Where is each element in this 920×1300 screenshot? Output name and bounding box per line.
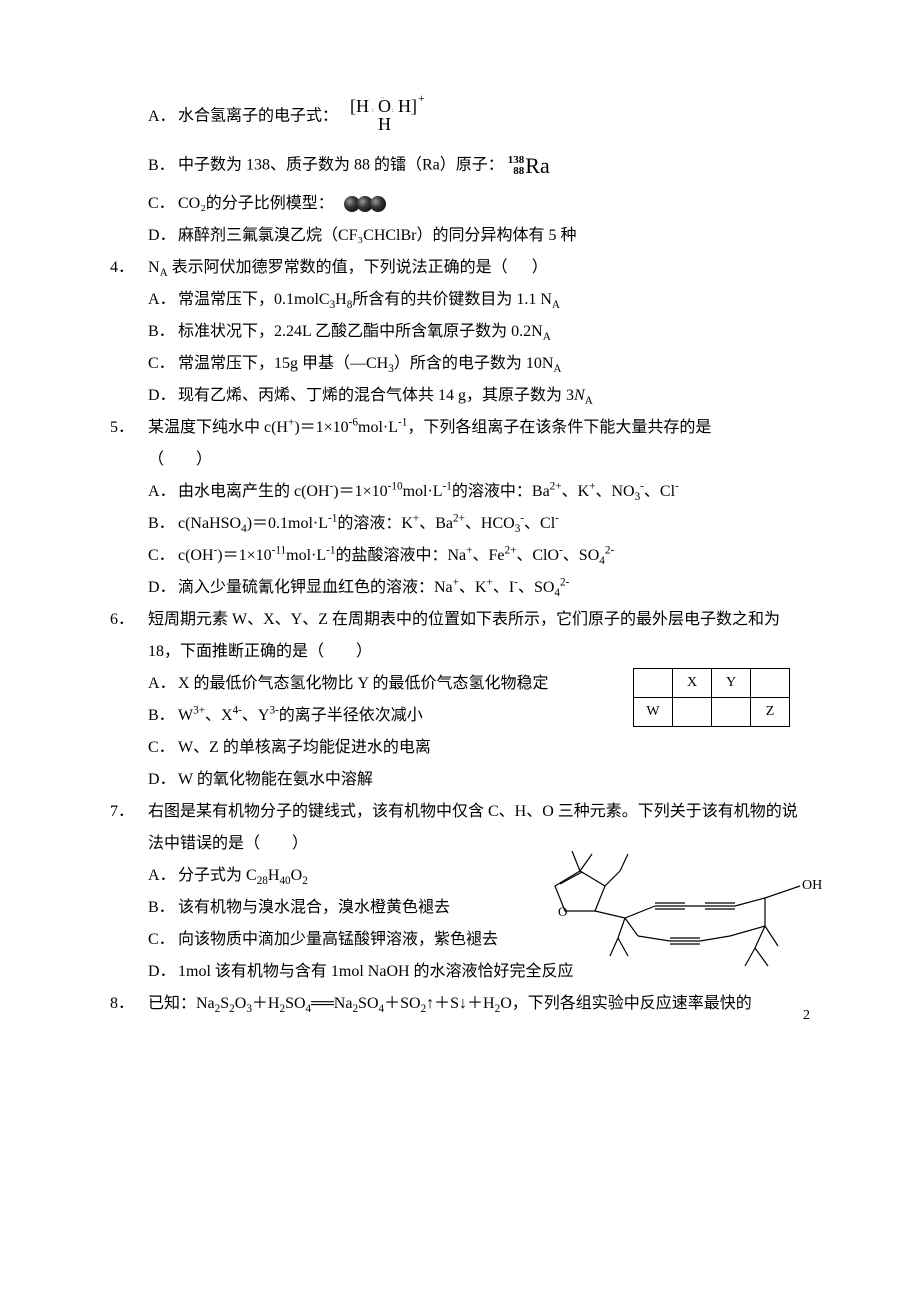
svg-text:O: O [378, 96, 391, 116]
table-cell: X [673, 669, 712, 698]
option-letter: B． [148, 508, 178, 540]
question-number: 6． [110, 604, 148, 636]
q3-option-c: C． CO₂的分子比例模型： [148, 188, 810, 220]
option-letter: B． [148, 700, 178, 732]
option-text: 麻醉剂三氟氯溴乙烷（CF₃CHClBr）的同分异构体有 5 种 [178, 220, 810, 252]
option-text: 水合氢离子的电子式： [H : O .. : H] + .. H [178, 90, 810, 144]
option-text: 滴入少量硫氰化钾显血红色的溶液：Na+、K+、I-、SO42- [178, 572, 810, 604]
question-number: 5． [110, 412, 148, 444]
question-5-paren: （ ） [148, 444, 810, 476]
option-letter: A． [148, 101, 178, 133]
table-cell [673, 698, 712, 727]
option-letter: A． [148, 284, 178, 316]
svg-text:+: + [418, 91, 425, 105]
option-letter: D． [148, 220, 178, 252]
question-number: 4． [110, 252, 148, 284]
option-letter: C． [148, 540, 178, 572]
option-text: c(OH-)＝1×10-11mol·L-1的盐酸溶液中：Na+、Fe2+、ClO… [178, 540, 810, 572]
q4-option-b: B． 标准状况下，2.24L 乙酸乙酯中所含氧原子数为 0.2NA [148, 316, 810, 348]
option-text: c(NaHSO4)＝0.1mol·L-1的溶液：K+、Ba2+、HCO3-、Cl… [178, 508, 810, 540]
hydronium-lewis-structure: [H : O .. : H] + .. H [350, 90, 436, 144]
q3-option-d: D． 麻醉剂三氟氯溴乙烷（CF₃CHClBr）的同分异构体有 5 种 [148, 220, 810, 252]
option-letter: B． [148, 316, 178, 348]
option-text: CO₂的分子比例模型： [178, 188, 810, 220]
svg-text:[H: [H [350, 96, 369, 116]
question-stem: 短周期元素 W、X、Y、Z 在周期表中的位置如下表所示，它们原子的最外层电子数之… [148, 604, 810, 668]
question-number: 7． [110, 796, 148, 828]
option-letter: D． [148, 764, 178, 796]
question-stem: NA 表示阿伏加德罗常数的值，下列说法正确的是（ ） [148, 252, 810, 284]
table-cell: Y [712, 669, 751, 698]
q3-continuation: A． 水合氢离子的电子式： [H : O .. : H] + .. H B． 中 [110, 90, 810, 252]
option-text: 常温常压下，0.1molC3H8所含有的共价键数目为 1.1 NA [178, 284, 810, 316]
option-letter: A． [148, 476, 178, 508]
option-letter: D． [148, 380, 178, 412]
question-6: 6． 短周期元素 W、X、Y、Z 在周期表中的位置如下表所示，它们原子的最外层电… [110, 604, 810, 668]
sphere-icon [370, 196, 386, 212]
question-7-wrap: 7． 右图是某有机物分子的键线式，该有机物中仅含 C、H、O 三种元素。下列关于… [110, 796, 810, 988]
q5-option-b: B． c(NaHSO4)＝0.1mol·L-1的溶液：K+、Ba2+、HCO3-… [148, 508, 810, 540]
table-cell: Z [751, 698, 790, 727]
q6-option-d: D． W 的氧化物能在氨水中溶解 [148, 764, 810, 796]
q4-option-d: D． 现有乙烯、丙烯、丁烯的混合气体共 14 g，其原子数为 3NA [148, 380, 810, 412]
svg-text:..: .. [381, 94, 385, 100]
option-text: 常温常压下，15g 甲基（—CH3）所含的电子数为 10NA [178, 348, 810, 380]
table-cell [634, 669, 673, 698]
option-letter: C． [148, 188, 178, 220]
option-text: W、Z 的单核离子均能促进水的电离 [178, 732, 810, 764]
option-letter: C． [148, 732, 178, 764]
svg-text::: : [372, 108, 374, 114]
organic-molecule-diagram: O [520, 836, 840, 986]
option-letter: A． [148, 668, 178, 700]
option-text: 中子数为 138、质子数为 88 的镭（Ra）原子： 138 88 Ra [178, 144, 810, 188]
option-text: 标准状况下，2.24L 乙酸乙酯中所含氧原子数为 0.2NA [178, 316, 810, 348]
q5-option-d: D． 滴入少量硫氰化钾显血红色的溶液：Na+、K+、I-、SO42- [148, 572, 810, 604]
question-6-wrap: 6． 短周期元素 W、X、Y、Z 在周期表中的位置如下表所示，它们原子的最外层电… [110, 604, 810, 796]
option-letter: B． [148, 150, 178, 182]
option-letter: D． [148, 572, 178, 604]
option-letter: B． [148, 892, 178, 924]
option-text: 由水电离产生的 c(OH-)＝1×10-10mol·L-1的溶液中：Ba2+、K… [178, 476, 810, 508]
nuclide-notation: 138 88 [508, 155, 525, 177]
option-text: 现有乙烯、丙烯、丁烯的混合气体共 14 g，其原子数为 3NA [178, 380, 810, 412]
question-8: 8． 已知：Na2S2O3＋H2SO4══Na2SO4＋SO2↑＋S↓＋H2O，… [110, 988, 810, 1020]
q3-option-a: A． 水合氢离子的电子式： [H : O .. : H] + .. H [148, 90, 810, 144]
element-symbol: Ra [525, 153, 549, 178]
option-text: W 的氧化物能在氨水中溶解 [178, 764, 810, 796]
co2-model [344, 196, 386, 212]
q5-option-a: A． 由水电离产生的 c(OH-)＝1×10-10mol·L-1的溶液中：Ba2… [148, 476, 810, 508]
q5-option-c: C． c(OH-)＝1×10-11mol·L-1的盐酸溶液中：Na+、Fe2+、… [148, 540, 810, 572]
table-cell [712, 698, 751, 727]
question-stem: 某温度下纯水中 c(H+)＝1×10-6mol·L-1，下列各组离子在该条件下能… [148, 412, 810, 444]
periodic-table-fragment: X Y W Z [633, 668, 790, 727]
q3-option-b: B． 中子数为 138、质子数为 88 的镭（Ra）原子： 138 88 Ra [148, 144, 810, 188]
option-letter: D． [148, 956, 178, 988]
option-letter: C． [148, 348, 178, 380]
page-number: 2 [803, 1002, 810, 1030]
table-cell [751, 669, 790, 698]
svg-text:H]: H] [398, 96, 417, 116]
oh-label: OH [802, 878, 822, 893]
table-cell: W [634, 698, 673, 727]
question-4: 4． NA 表示阿伏加德罗常数的值，下列说法正确的是（ ） [110, 252, 810, 284]
q4-option-a: A． 常温常压下，0.1molC3H8所含有的共价键数目为 1.1 NA [148, 284, 810, 316]
svg-text:O: O [558, 904, 567, 919]
svg-text:H: H [378, 114, 391, 132]
option-letter: C． [148, 924, 178, 956]
q6-option-c: C． W、Z 的单核离子均能促进水的电离 [148, 732, 810, 764]
question-stem: 已知：Na2S2O3＋H2SO4══Na2SO4＋SO2↑＋S↓＋H2O，下列各… [148, 988, 810, 1020]
q6-option-a: A． X 的最低价气态氢化物比 Y 的最低价气态氢化物稳定 X Y W Z [148, 668, 810, 700]
question-number: 8． [110, 988, 148, 1020]
svg-text::: : [392, 108, 394, 114]
option-letter: A． [148, 860, 178, 892]
question-5: 5． 某温度下纯水中 c(H+)＝1×10-6mol·L-1，下列各组离子在该条… [110, 412, 810, 444]
q4-option-c: C． 常温常压下，15g 甲基（—CH3）所含的电子数为 10NA [148, 348, 810, 380]
